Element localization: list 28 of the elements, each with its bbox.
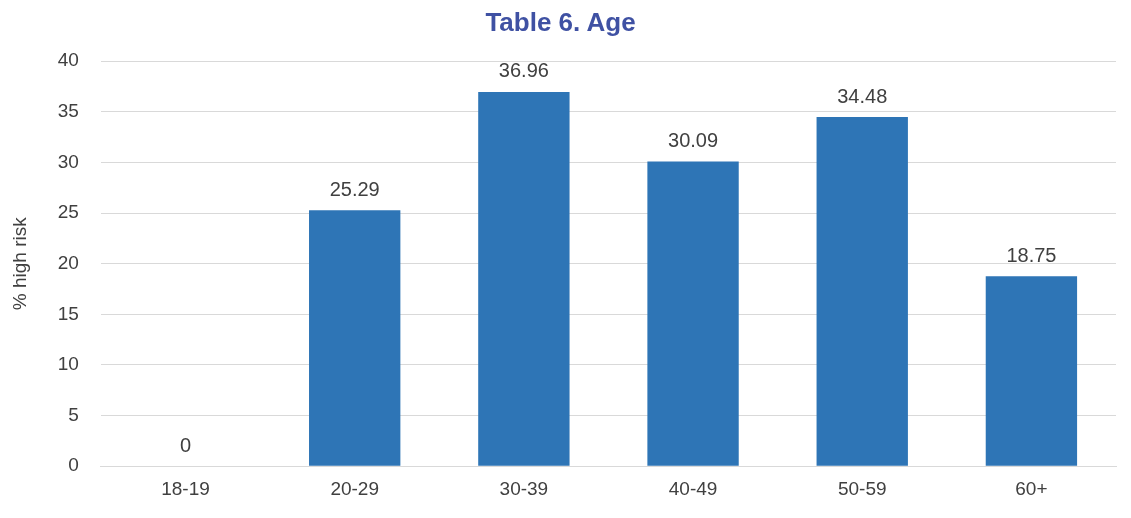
y-tick-label: 35 [57, 100, 79, 122]
y-tick-label: 30 [57, 150, 79, 172]
data-label: 34.48 [837, 84, 888, 107]
chart-title: Table 6. Age [485, 6, 636, 37]
bar [816, 117, 908, 466]
bar [309, 210, 401, 466]
x-tick-label: 20-29 [330, 477, 380, 499]
y-axis-title: % high risk [8, 216, 30, 311]
data-label: 0 [179, 433, 192, 456]
x-tick-label: 18-19 [161, 477, 210, 499]
y-tick-label: 25 [57, 201, 79, 223]
x-tick-label: 50-59 [837, 477, 887, 499]
data-label: 18.75 [1006, 243, 1057, 266]
y-tick-label: 0 [68, 454, 79, 476]
x-tick-label: 60+ [1015, 477, 1048, 499]
data-label: 36.96 [498, 59, 549, 82]
data-label: 30.09 [668, 129, 719, 152]
y-tick-label: 20 [57, 251, 79, 273]
x-tick-label: 30-39 [499, 477, 549, 499]
bar [985, 276, 1078, 466]
bar [478, 91, 570, 466]
y-tick-label: 5 [68, 403, 79, 425]
bar [647, 161, 739, 466]
y-tick-label: 40 [57, 49, 79, 71]
y-tick-label: 15 [57, 302, 79, 324]
data-label: 25.29 [329, 177, 380, 200]
y-tick-label: 10 [57, 353, 79, 375]
x-tick-label: 40-49 [668, 477, 718, 499]
